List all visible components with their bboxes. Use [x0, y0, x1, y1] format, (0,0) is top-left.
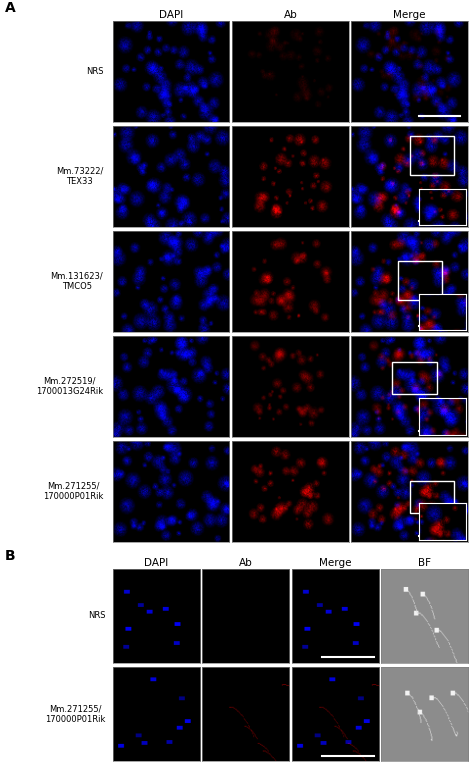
Title: DAPI: DAPI	[144, 558, 168, 567]
Title: Merge: Merge	[393, 11, 426, 20]
Y-axis label: Mm.271255/
170000P01Rik: Mm.271255/ 170000P01Rik	[45, 705, 106, 724]
Y-axis label: Mm.272519/
1700013G24Rik: Mm.272519/ 1700013G24Rik	[36, 376, 103, 396]
Title: DAPI: DAPI	[159, 11, 183, 20]
Title: Ab: Ab	[239, 558, 253, 567]
Bar	[410, 136, 454, 174]
Y-axis label: NRS: NRS	[86, 67, 103, 76]
Y-axis label: NRS: NRS	[88, 611, 106, 621]
Y-axis label: Mm.131623/
TMCO5: Mm.131623/ TMCO5	[50, 271, 103, 291]
Bar	[398, 261, 442, 300]
Title: Ab: Ab	[283, 11, 297, 20]
Title: Merge: Merge	[319, 558, 351, 567]
Y-axis label: Mm.271255/
170000P01Rik: Mm.271255/ 170000P01Rik	[43, 481, 103, 501]
Bar	[392, 362, 437, 394]
Text: A: A	[5, 2, 16, 15]
Text: B: B	[5, 549, 15, 563]
Bar	[410, 481, 454, 513]
Y-axis label: Mm.73222/
TEX33: Mm.73222/ TEX33	[56, 167, 103, 187]
Title: BF: BF	[418, 558, 431, 567]
